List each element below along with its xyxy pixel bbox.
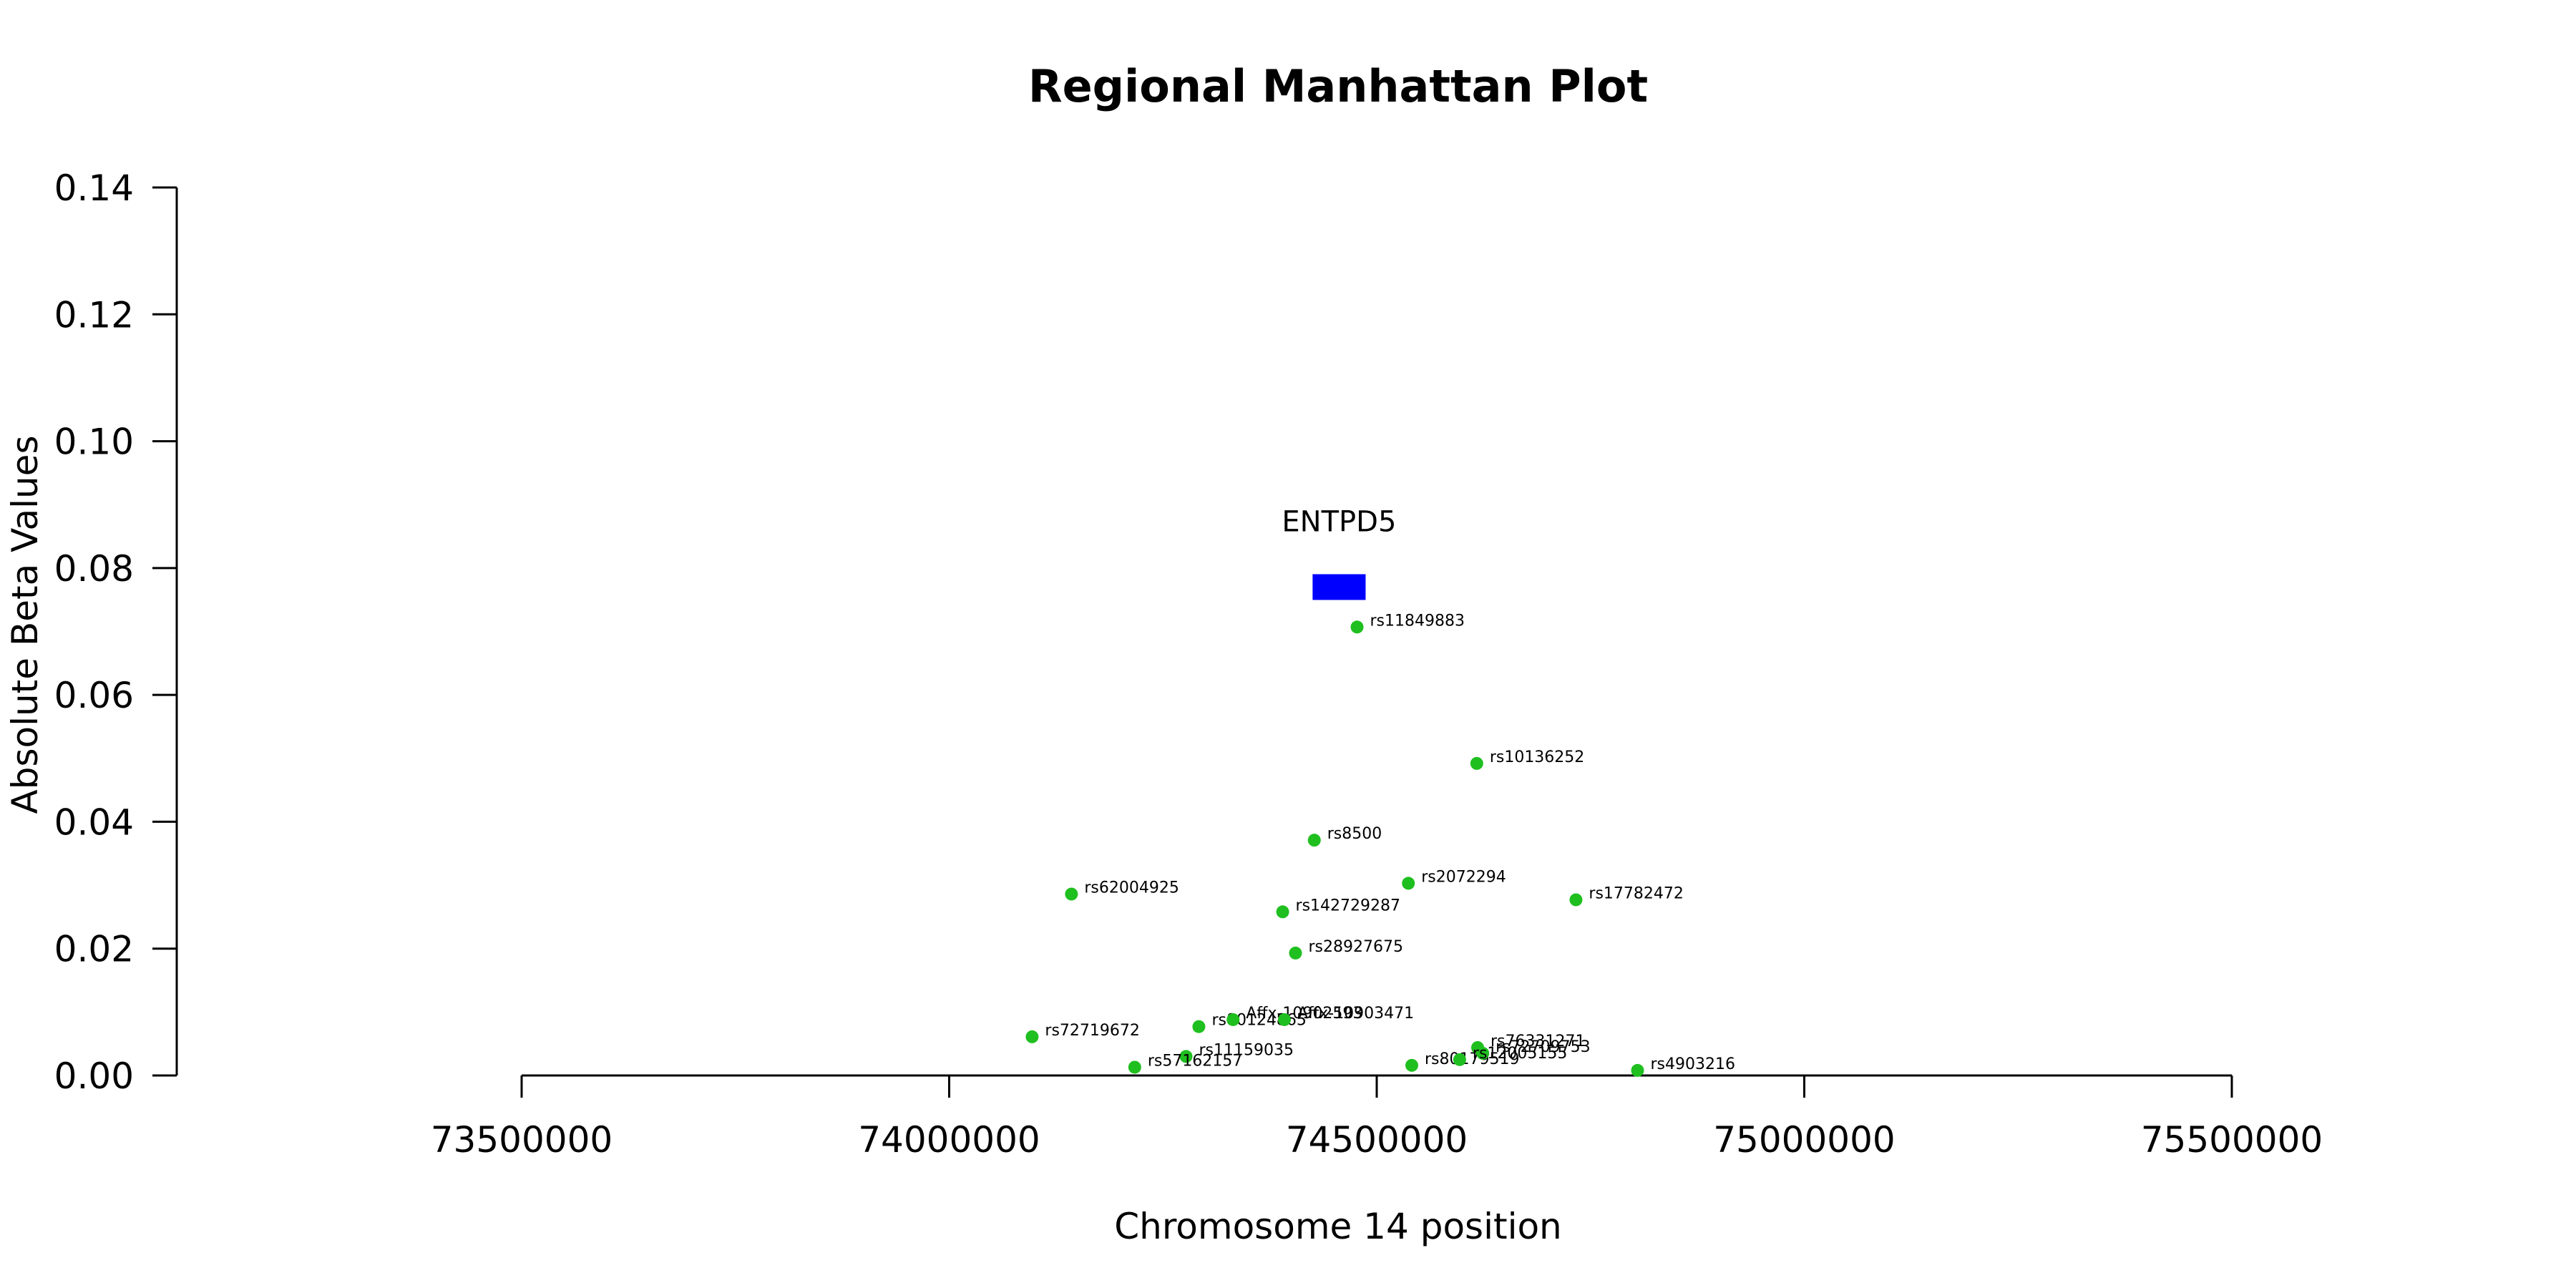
snp-label: rs11159035 <box>1199 1041 1294 1059</box>
snp-point <box>1405 1058 1418 1072</box>
snp-label: rs72719672 <box>1045 1022 1139 1040</box>
y-tick-label: 0.14 <box>54 167 134 209</box>
snp-point <box>1569 893 1583 907</box>
snp-label: rs4903216 <box>1650 1055 1735 1073</box>
snp-label: rs28927675 <box>1308 938 1402 956</box>
snp-point <box>1631 1063 1644 1077</box>
snp-point <box>1065 887 1078 901</box>
snp-point <box>1276 905 1289 919</box>
snp-label: rs10136252 <box>1490 748 1584 766</box>
snp-label: rs17782472 <box>1589 884 1683 902</box>
snp-point <box>1476 1046 1490 1060</box>
y-tick-label: 0.08 <box>54 548 134 590</box>
snp-point <box>1025 1030 1039 1043</box>
x-tick-label: 73500000 <box>431 1119 613 1161</box>
snp-label: rs72709753 <box>1496 1038 1590 1056</box>
snp-label: rs62004925 <box>1084 879 1179 897</box>
snp-point <box>1350 620 1364 634</box>
snp-point <box>1402 877 1415 890</box>
y-tick-label: 0.04 <box>54 801 134 843</box>
snp-label: rs80179519 <box>1425 1050 1519 1068</box>
x-tick-label: 75500000 <box>2141 1119 2323 1161</box>
snp-point <box>1192 1020 1206 1033</box>
snp-label: rs57162157 <box>1148 1052 1242 1070</box>
x-axis-label: Chromosome 14 position <box>1114 1206 1562 1247</box>
snp-points: rs11849883 rs10136252 rs8500 rs2072294 rs620… <box>1025 612 1735 1077</box>
snp-label: rs142729287 <box>1296 897 1400 914</box>
y-ticks: 0.00 0.02 0.04 0.06 0.08 0.10 0.12 0.14 <box>54 167 177 1097</box>
chart-title: Regional Manhattan Plot <box>1028 60 1648 112</box>
y-tick-label: 0.02 <box>54 929 134 970</box>
y-axis-label: Absolute Beta Values <box>4 436 46 814</box>
snp-point <box>1307 834 1321 847</box>
y-tick-label: 0.12 <box>54 294 134 336</box>
snp-label: rs8500 <box>1327 825 1382 843</box>
y-tick-label: 0.00 <box>54 1055 134 1097</box>
snp-point <box>1226 1013 1240 1026</box>
snp-point <box>1277 1013 1291 1026</box>
y-tick-label: 0.06 <box>54 675 134 716</box>
gene-bar <box>1312 574 1366 600</box>
x-tick-label: 75000000 <box>1713 1119 1896 1161</box>
snp-point <box>1289 946 1302 960</box>
x-ticks: 73500000 74000000 74500000 75000000 75500000 <box>431 1075 2323 1161</box>
snp-point <box>1453 1053 1466 1066</box>
gene-label: ENTPD5 <box>1282 505 1396 538</box>
snp-label: Affx-10902593 <box>1246 1005 1362 1023</box>
snp-point <box>1470 756 1483 770</box>
snp-label: rs2072294 <box>1421 868 1506 886</box>
gene-track: ENTPD5 <box>1282 505 1396 600</box>
snp-label: rs76331271 <box>1491 1033 1585 1050</box>
y-tick-label: 0.10 <box>54 421 134 463</box>
snp-point <box>1128 1060 1141 1074</box>
x-tick-label: 74500000 <box>1286 1119 1468 1161</box>
snp-label: rs11849883 <box>1370 612 1465 630</box>
x-tick-label: 74000000 <box>858 1119 1040 1161</box>
snp-label: Affx-10903471 <box>1297 1005 1414 1023</box>
snp-label: rs12005155 <box>1473 1045 1567 1063</box>
snp-point <box>1179 1050 1193 1063</box>
